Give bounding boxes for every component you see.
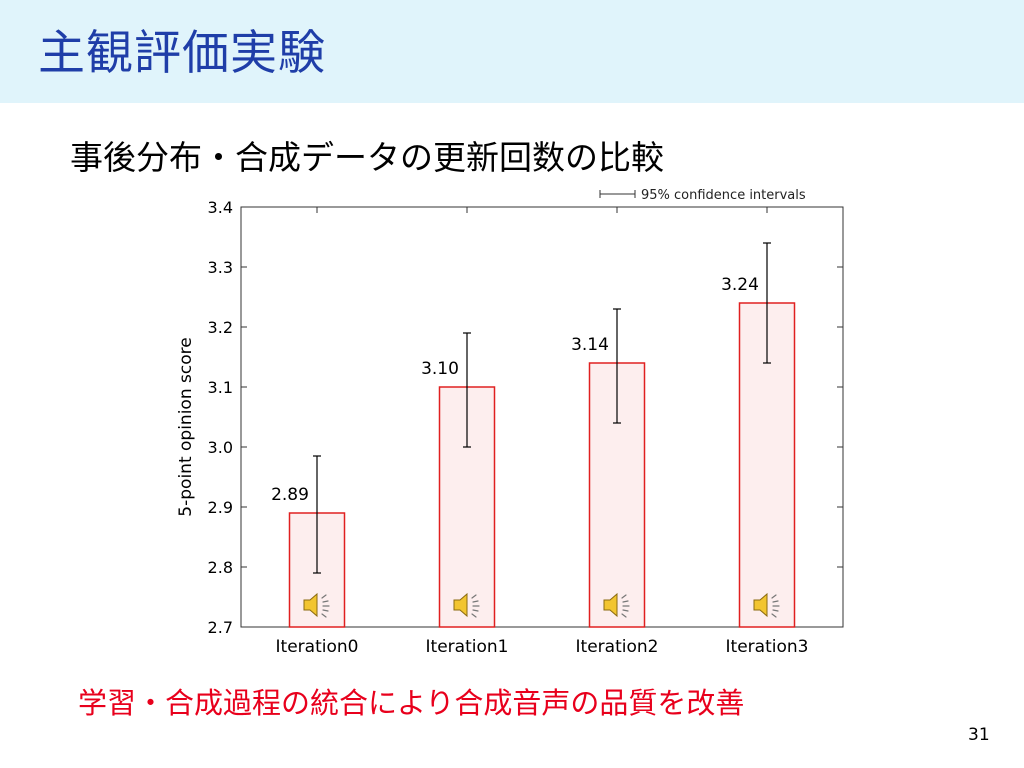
data-label: 3.14 — [571, 335, 609, 355]
y-tick-label: 3.1 — [208, 378, 233, 397]
y-tick-label: 3.4 — [208, 198, 233, 217]
x-tick-label: Iteration2 — [576, 637, 659, 657]
data-label: 3.10 — [421, 359, 459, 379]
y-tick-label: 2.8 — [208, 558, 233, 577]
legend-label: 95% confidence intervals — [641, 188, 806, 203]
y-tick-label: 3.2 — [208, 318, 233, 337]
title-band — [0, 0, 1024, 103]
y-axis-label: 5-point opinion score — [176, 337, 196, 516]
y-tick-label: 2.7 — [208, 618, 233, 637]
y-tick-label: 3.0 — [208, 438, 233, 457]
slide-subtitle: 事後分布・合成データの更新回数の比較 — [70, 138, 664, 177]
speaker-icon[interactable] — [303, 592, 330, 618]
x-tick-label: Iteration1 — [426, 637, 509, 657]
speaker-icon[interactable] — [453, 592, 480, 618]
speaker-icon[interactable] — [753, 592, 780, 618]
data-label: 2.89 — [271, 485, 309, 505]
data-label: 3.24 — [721, 275, 759, 295]
conclusion-text: 学習・合成過程の統合により合成音声の品質を改善 — [78, 686, 745, 720]
speaker-icon[interactable] — [603, 592, 630, 618]
page-number: 31 — [968, 725, 990, 745]
y-tick-label: 3.3 — [208, 258, 233, 277]
y-tick-label: 2.9 — [208, 498, 233, 517]
x-tick-label: Iteration3 — [726, 637, 809, 657]
plot-frame — [240, 206, 844, 628]
x-tick-label: Iteration0 — [276, 637, 359, 657]
slide-title: 主観評価実験 — [38, 26, 326, 81]
